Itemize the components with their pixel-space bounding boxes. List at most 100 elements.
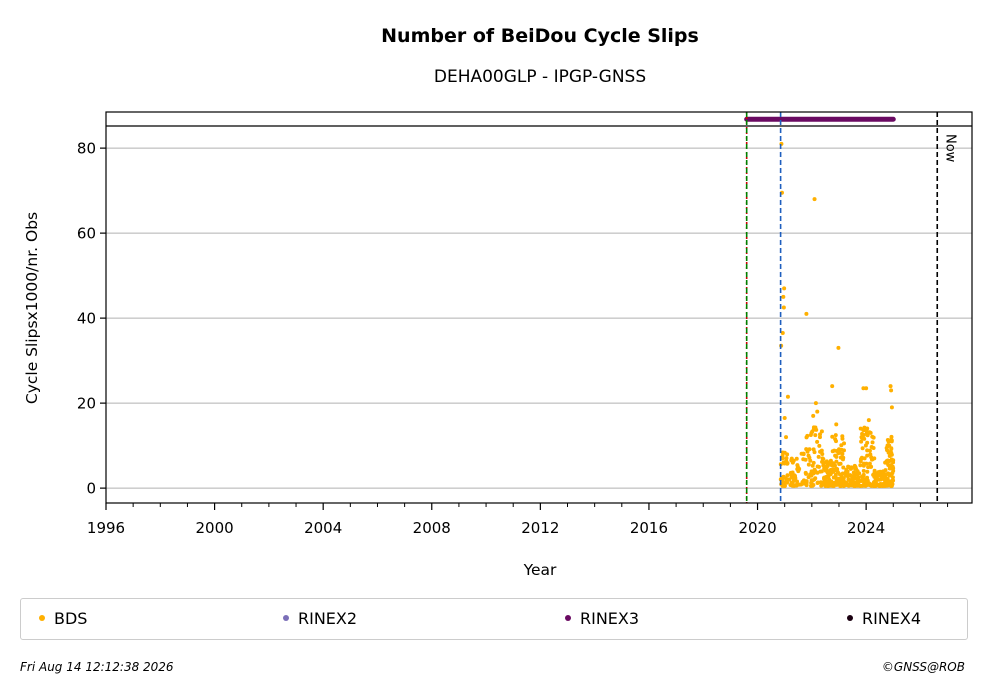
data-point-cloud-107 [814,470,819,475]
data-point-cloud-419 [861,433,866,438]
data-point-cloud-489 [873,483,878,488]
data-point-cloud-260 [840,452,845,457]
data-point-cloud-53 [795,464,800,469]
data-point-cloud-109 [809,469,814,474]
data-point-cloud-305 [845,474,850,479]
data-point-0-10 [804,311,809,316]
data-point-cloud-408 [865,440,870,445]
data-point-cloud-542 [889,447,894,452]
data-point-0-11 [812,197,817,202]
data-point-cloud-256 [834,454,839,459]
data-point-cloud-555 [884,483,889,488]
x-tick-label-2: 2004 [304,519,342,537]
y-tick-label-4: 80 [77,140,96,158]
vertical-markers: Now [745,112,957,503]
data-point-cloud-534 [891,458,896,463]
legend-item-rinex2: RINEX2 [283,609,357,628]
data-point-cloud-86 [812,450,817,455]
data-point-cloud-547 [886,450,891,455]
data-point-cloud-347 [855,478,860,483]
data-point-0-19 [888,384,893,389]
data-point-cloud-278 [837,481,842,486]
data-point-cloud-396 [868,464,873,469]
data-point-cloud-262 [830,449,835,454]
data-point-0-9 [784,435,789,440]
plot-data [744,116,896,488]
x-axis-ticks: 1996 2000 2004 2008 2012 2016 2020 2024 [87,503,949,537]
data-point-cloud-338 [854,470,859,475]
data-point-cloud-122 [813,476,818,481]
data-point-cloud-106 [808,433,813,438]
data-point-cloud-126 [819,429,824,434]
data-point-cloud-54 [794,456,799,461]
legend: BDS RINEX2 RINEX3 RINEX4 [20,598,968,640]
data-point-cloud-21 [780,453,785,458]
data-point-cloud-270 [834,482,839,487]
data-point-cloud-417 [869,455,874,460]
data-point-cloud-403 [861,468,866,473]
y-tick-label-2: 40 [77,310,96,328]
x-tick-label-1: 2000 [195,519,233,537]
data-point-cloud-328 [846,465,851,470]
data-point-cloud-558 [886,471,891,476]
x-tick-label-4: 2012 [521,519,559,537]
data-point-cloud-222 [830,434,835,439]
data-point-cloud-415 [867,483,872,488]
data-point-cloud-138 [821,457,826,462]
data-point-cloud-418 [861,427,866,432]
data-point-cloud-55 [784,458,789,463]
data-point-cloud-350 [865,469,870,474]
data-point-cloud-208 [825,469,830,474]
x-tick-label-0: 1996 [87,519,125,537]
data-point-cloud-137 [805,449,810,454]
data-point-0-21 [889,405,894,410]
data-point-cloud-374 [865,426,870,431]
data-point-cloud-292 [858,463,863,468]
data-point-cloud-482 [879,474,884,479]
plot-frame [105,111,973,504]
data-point-cloud-545 [890,471,895,476]
data-point-cloud-414 [864,431,869,436]
data-point-0-5 [780,331,785,335]
legend-marker-rinex2 [283,614,289,621]
data-point-cloud-365 [867,461,872,466]
data-point-0-4 [781,305,786,310]
data-point-0-16 [811,413,816,418]
y-tick-label-1: 20 [77,395,96,413]
data-point-cloud-272 [831,481,836,486]
data-point-cloud-407 [862,436,867,441]
data-point-cloud-198 [828,469,833,474]
data-point-cloud-241 [840,457,845,462]
legend-label-rinex4: RINEX4 [862,609,922,628]
y-tick-label-0: 0 [86,480,96,498]
data-point-cloud-336 [844,480,849,485]
data-point-cloud-102 [821,463,826,468]
data-point-cloud-58 [791,458,796,463]
data-point-0-27 [834,422,839,427]
data-point-cloud-388 [865,453,870,458]
data-point-cloud-182 [826,460,831,465]
data-point-cloud-89 [815,439,820,444]
data-point-cloud-402 [864,478,869,483]
data-point-cloud-129 [804,479,809,484]
data-point-cloud-93 [817,443,822,448]
x-tick-label-6: 2020 [738,519,776,537]
data-point-cloud-411 [869,445,874,450]
data-point-cloud-63 [784,479,789,484]
data-point-cloud-416 [858,459,863,464]
data-point-cloud-131 [814,427,819,432]
data-point-0-14 [813,401,818,406]
legend-marker-rinex3 [565,614,571,621]
x-tick-label-5: 2016 [630,519,668,537]
data-point-cloud-72 [816,454,821,459]
data-point-cloud-100 [806,462,811,467]
data-point-cloud-133 [809,480,814,485]
data-point-cloud-79 [813,433,818,438]
data-point-cloud-207 [822,466,827,471]
data-point-cloud-559 [886,459,891,464]
data-point-cloud-232 [833,433,838,438]
data-point-cloud-128 [818,469,823,474]
data-point-cloud-349 [849,482,854,487]
data-point-cloud-276 [840,436,845,441]
data-point-cloud-121 [819,483,824,488]
